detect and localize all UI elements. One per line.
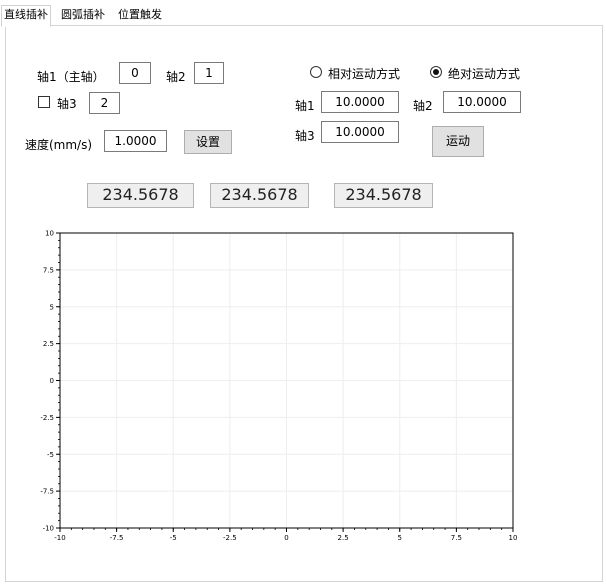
position-display-axis2: 234.5678 [210,183,309,208]
chart-y-tick-labels: 10 7.5 5 2.5 0 -2.5 -5 -7.5 -10 [40,230,54,533]
y-tick-label: -5 [47,451,54,459]
x-tick-label: 2.5 [338,534,349,542]
target-axis1-label: 轴1 [295,99,315,113]
tab-panel [5,25,603,582]
chart-x-tick-labels: -10 -7.5 -5 -2.5 0 2.5 5 7.5 10 [54,534,517,542]
relative-mode-radio[interactable] [310,66,322,78]
target-axis1-input[interactable]: 10.0000 [321,91,399,113]
x-tick-label: 0 [284,534,288,542]
relative-mode-label: 相对运动方式 [328,67,401,81]
x-tick-label: 7.5 [451,534,462,542]
axis1-master-input[interactable]: 0 [119,62,151,84]
set-speed-button[interactable]: 设置 [184,130,232,154]
position-display-axis1: 234.5678 [87,183,194,208]
target-axis2-label: 轴2 [413,99,433,113]
x-tick-label: -7.5 [110,534,124,542]
y-tick-label: 0 [50,377,54,385]
y-tick-label: -10 [43,525,54,533]
chart-grid [59,232,514,529]
absolute-mode-radio[interactable] [430,66,442,78]
move-button[interactable]: 运动 [432,126,484,157]
speed-label: 速度(mm/s) [25,138,93,152]
target-axis3-label: 轴3 [295,129,315,143]
y-tick-label: -2.5 [40,414,54,422]
target-axis3-input[interactable]: 10.0000 [321,121,399,143]
target-axis2-input[interactable]: 10.0000 [443,91,521,113]
x-tick-label: -2.5 [223,534,237,542]
axis2-label: 轴2 [166,70,186,84]
axis3-checkbox[interactable] [38,96,50,108]
x-tick-label: 5 [398,534,402,542]
axis1-label: 轴1（主轴） [37,70,105,84]
tab-arc-interpolation[interactable]: 圆弧插补 [61,8,105,21]
y-tick-label: 10 [45,230,54,238]
x-tick-label: -10 [54,534,65,542]
y-tick-label: -7.5 [40,488,54,496]
axis3-input[interactable]: 2 [89,92,120,114]
speed-input[interactable]: 1.0000 [104,130,167,152]
radio-selected-dot [433,69,439,75]
chart-ticks [56,232,514,532]
position-display-axis3: 234.5678 [334,183,433,208]
y-tick-label: 5 [50,303,54,311]
absolute-mode-label: 绝对运动方式 [448,67,521,81]
x-tick-label: -5 [170,534,177,542]
y-tick-label: 2.5 [43,340,54,348]
axis2-input[interactable]: 1 [194,62,224,84]
y-tick-label: 7.5 [43,266,54,274]
tab-linear-interpolation[interactable]: 直线插补 [1,5,51,27]
tab-position-trigger[interactable]: 位置触发 [118,8,162,21]
axis3-checkbox-label: 轴3 [57,97,77,111]
x-tick-label: 10 [509,534,518,542]
